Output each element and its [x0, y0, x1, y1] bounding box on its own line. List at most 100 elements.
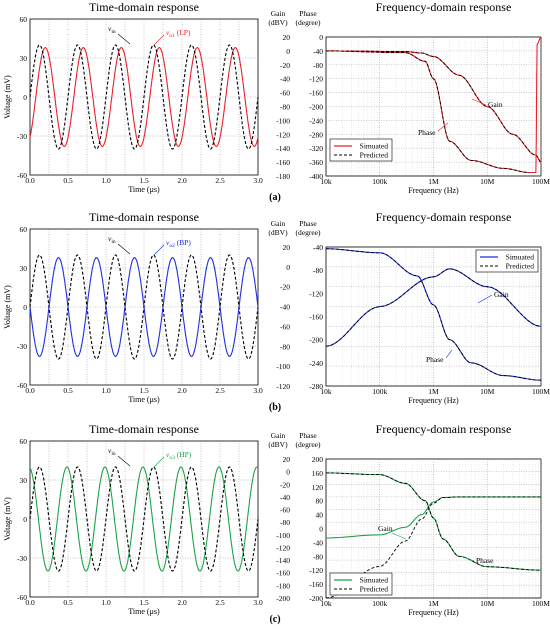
gain-tick: -80: [280, 518, 290, 527]
phase-tick: -80: [313, 61, 323, 70]
phase-tick: -160: [309, 89, 323, 98]
legend-simulated-label: Simuated: [360, 142, 389, 151]
time-x-tick: 2.0: [177, 176, 187, 185]
phase-annotation: Phase: [418, 128, 436, 137]
freq-x-label: Frequency (Hz): [408, 396, 459, 405]
time-x-tick: 0.0: [25, 598, 35, 607]
gain-tick: -160: [276, 158, 290, 167]
time-y-tick: 0: [23, 93, 27, 102]
time-x-tick: 2.5: [215, 386, 225, 395]
phase-tick: -360: [309, 158, 323, 167]
legend-simulated-label: Simuated: [506, 253, 535, 262]
gain-axis-unit: (dBV): [268, 228, 288, 237]
phase-tick: -40: [313, 47, 323, 56]
freq-x-tick: 1M: [428, 599, 439, 608]
freq-x-tick: 100k: [372, 599, 387, 608]
phase-predicted-curve: [326, 472, 542, 571]
phase-tick: -80: [313, 552, 323, 561]
gain-axis-header: Gain: [271, 219, 286, 228]
gain-tick: -180: [276, 172, 290, 181]
phase-arrow: [463, 556, 475, 562]
phase-tick: -200: [309, 594, 323, 603]
phase-axis-header: Phase: [299, 219, 317, 228]
time-y-label: Voltage (mV): [3, 497, 12, 541]
phase-tick: -40: [313, 538, 323, 547]
vin-waveform: [29, 466, 259, 572]
phase-tick: -160: [309, 580, 323, 589]
freq-x-tick: 100M: [532, 387, 550, 396]
gain-annotation: Gain: [488, 100, 503, 109]
phase-annotation: Phase: [426, 355, 444, 364]
phase-axis-header: Phase: [299, 431, 317, 440]
phase-tick: -400: [309, 172, 323, 181]
time-y-tick: 60: [20, 225, 28, 234]
gain-axis-header: Gain: [271, 9, 286, 18]
time-x-label: Time (μs): [128, 185, 160, 194]
gain-tick: -100: [276, 116, 290, 125]
phase-tick: 40: [316, 511, 324, 520]
phase-arrow: [437, 122, 449, 132]
gain-tick: -120: [276, 382, 290, 391]
time-x-tick: 1.5: [139, 598, 149, 607]
freq-x-tick: 10k: [320, 387, 332, 396]
phase-tick: 120: [312, 483, 324, 492]
freq-x-label: Frequency (Hz): [408, 608, 459, 617]
gain-tick: -60: [280, 506, 290, 515]
gain-tick: -180: [276, 581, 290, 590]
time-y-tick: 0: [23, 303, 27, 312]
time-x-tick: 0.5: [63, 176, 73, 185]
vout-waveform: [29, 47, 259, 147]
time-x-tick: 0.0: [25, 386, 35, 395]
phase-tick: 80: [316, 497, 324, 506]
time-x-tick: 3.0: [253, 176, 263, 185]
vin-annotation: vin: [108, 446, 116, 457]
gain-annotation: Gain: [378, 524, 393, 533]
gain-tick: 0: [286, 263, 290, 272]
gain-arrow: [477, 294, 493, 304]
phase-tick: -80: [313, 266, 323, 275]
gain-tick: 0: [286, 468, 290, 477]
time-x-tick: 3.0: [253, 598, 263, 607]
gain-tick: -140: [276, 556, 290, 565]
gain-predicted-curve: [325, 268, 542, 347]
time-y-label: Voltage (mV): [3, 285, 12, 329]
gain-tick: -80: [280, 103, 290, 112]
time-y-tick: -60: [17, 171, 27, 180]
time-x-tick: 1.0: [101, 386, 111, 395]
panel-label: (a): [269, 192, 281, 203]
phase-tick: -240: [309, 116, 323, 125]
vin-waveform: [29, 44, 259, 150]
time-x-tick: 1.5: [139, 386, 149, 395]
panel-label: (b): [269, 402, 281, 413]
gain-tick: 0: [286, 47, 290, 56]
freq-x-tick: 1M: [428, 177, 439, 186]
vout-annotation: vo2 (BP): [166, 238, 191, 249]
gain-tick: -40: [280, 303, 290, 312]
gain-tick: -100: [276, 362, 290, 371]
legend-predicted-label: Predicted: [506, 262, 535, 271]
gain-tick: 20: [283, 455, 291, 464]
freq-x-tick: 100k: [372, 387, 387, 396]
phase-tick: -280: [309, 130, 323, 139]
gain-axis-header: Gain: [271, 431, 286, 440]
gain-tick: -20: [280, 480, 290, 489]
freq-x-label: Frequency (Hz): [408, 186, 459, 195]
time-y-tick: -30: [17, 342, 27, 351]
phase-axis-unit: (degree): [296, 18, 321, 27]
legend-predicted-label: Predicted: [360, 151, 389, 160]
gain-simulated-curve: [325, 496, 541, 539]
phase-tick: -160: [309, 313, 323, 322]
time-x-tick: 1.5: [139, 176, 149, 185]
vin-arrow: [117, 455, 131, 467]
time-x-tick: 2.5: [215, 176, 225, 185]
time-chart-title: Time-domain response: [89, 0, 199, 14]
vin-annotation: vin: [108, 24, 116, 35]
vin-arrow: [117, 243, 131, 255]
panel-label: (c): [269, 614, 280, 625]
freq-x-tick: 100k: [372, 177, 387, 186]
time-y-tick: 60: [20, 437, 28, 446]
vout-arrow: [153, 244, 165, 256]
phase-predicted-curve: [326, 50, 530, 173]
gain-tick: -160: [276, 569, 290, 578]
gain-tick: -100: [276, 531, 290, 540]
